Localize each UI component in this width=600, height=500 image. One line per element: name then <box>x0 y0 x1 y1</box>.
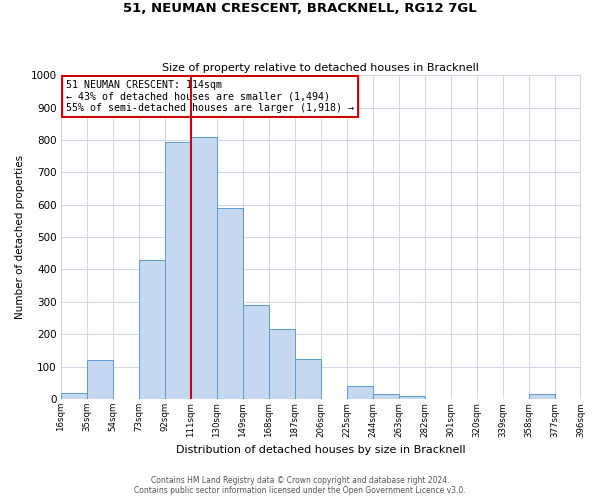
X-axis label: Distribution of detached houses by size in Bracknell: Distribution of detached houses by size … <box>176 445 466 455</box>
Bar <box>61 392 87 399</box>
Bar <box>139 260 165 399</box>
Bar <box>191 136 217 399</box>
Bar <box>529 394 554 399</box>
Bar <box>373 394 398 399</box>
Bar <box>217 208 243 399</box>
Bar <box>269 330 295 399</box>
Bar <box>165 142 191 399</box>
Text: 51 NEUMAN CRESCENT: 114sqm
← 43% of detached houses are smaller (1,494)
55% of s: 51 NEUMAN CRESCENT: 114sqm ← 43% of deta… <box>66 80 354 113</box>
Y-axis label: Number of detached properties: Number of detached properties <box>15 155 25 319</box>
Bar <box>243 305 269 399</box>
Text: Contains HM Land Registry data © Crown copyright and database right 2024.
Contai: Contains HM Land Registry data © Crown c… <box>134 476 466 495</box>
Bar <box>87 360 113 399</box>
Text: 51, NEUMAN CRESCENT, BRACKNELL, RG12 7GL: 51, NEUMAN CRESCENT, BRACKNELL, RG12 7GL <box>123 2 477 16</box>
Bar <box>295 358 320 399</box>
Bar <box>347 386 373 399</box>
Bar <box>398 396 425 399</box>
Title: Size of property relative to detached houses in Bracknell: Size of property relative to detached ho… <box>162 63 479 73</box>
